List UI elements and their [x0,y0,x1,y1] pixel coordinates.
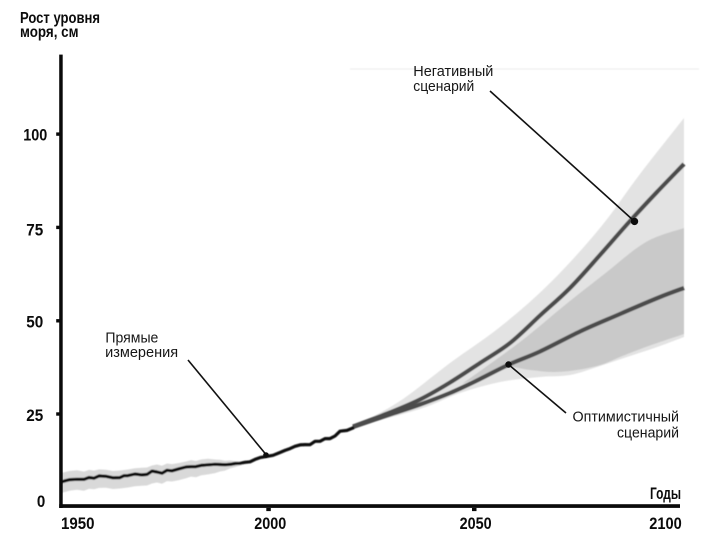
svg-text:измерения: измерения [105,345,178,361]
svg-text:Негативный: Негативный [413,64,493,80]
svg-text:2000: 2000 [254,515,286,533]
svg-text:Прямые: Прямые [105,331,158,347]
svg-text:сценарий: сценарий [617,426,679,442]
svg-text:моря, см: моря, см [20,24,79,41]
svg-text:Рост уровня: Рост уровня [20,10,100,27]
svg-text:25: 25 [26,407,43,425]
svg-text:Годы: Годы [650,485,681,503]
svg-text:2050: 2050 [460,515,492,533]
svg-text:0: 0 [37,493,45,511]
svg-text:50: 50 [26,314,43,332]
svg-text:сценарий: сценарий [413,79,474,95]
svg-text:1950: 1950 [61,515,95,533]
svg-text:100: 100 [23,127,47,145]
svg-text:Оптимистичный: Оптимистичный [573,409,680,425]
svg-text:75: 75 [26,221,43,239]
svg-text:2100: 2100 [649,515,682,533]
